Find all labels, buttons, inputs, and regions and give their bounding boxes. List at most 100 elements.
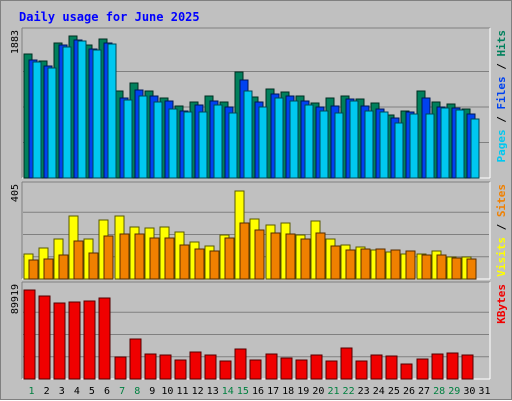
bar-pages-day-26 [409, 113, 419, 179]
day-label-25: 25 [388, 386, 400, 397]
panel-visits-sites: 405 Visits / Sites [10, 181, 508, 280]
bar-pages-day-12 [198, 111, 208, 179]
day-label-11: 11 [176, 386, 188, 397]
day-label-3: 3 [59, 386, 65, 397]
day-label-16: 16 [252, 386, 264, 397]
bar-kbytes-day-22 [340, 347, 353, 380]
bar-pages-day-2 [47, 67, 57, 179]
panel-legend: KBytes [495, 284, 508, 324]
day-label-15: 15 [237, 386, 249, 397]
day-label-2: 2 [44, 386, 50, 397]
day-label-6: 6 [104, 386, 110, 397]
bar-pages-day-7 [123, 99, 133, 179]
panel-pages-files-hits: 1883 Pages / Files / Hits [10, 27, 508, 179]
bar-kbytes-day-4 [68, 301, 81, 380]
legend-separator: / [495, 110, 508, 130]
bar-kbytes-day-14 [219, 360, 232, 380]
bar-kbytes-day-18 [280, 357, 293, 380]
bar-sites-day-10 [164, 237, 175, 280]
bar-kbytes-day-26 [400, 363, 413, 380]
bar-sites-day-8 [134, 233, 145, 280]
bar-sites-day-14 [224, 237, 235, 280]
bar-pages-day-8 [138, 95, 148, 179]
bar-kbytes-day-24 [370, 354, 383, 380]
bar-sites-day-24 [375, 248, 386, 280]
bar-pages-day-29 [455, 109, 465, 179]
bar-sites-day-9 [149, 237, 160, 280]
bar-kbytes-day-29 [446, 352, 459, 380]
legend-entry-hits: Hits [495, 30, 508, 57]
bar-pages-day-19 [304, 104, 314, 179]
legend-entry-files: Files [495, 76, 508, 109]
day-label-14: 14 [222, 386, 234, 397]
bar-kbytes-day-23 [355, 360, 368, 380]
legend-separator: / [495, 217, 508, 237]
bar-sites-day-7 [119, 233, 130, 280]
bar-sites-day-13 [209, 250, 220, 280]
bar-pages-day-23 [364, 110, 374, 179]
bar-pages-day-11 [183, 111, 193, 179]
bar-kbytes-day-10 [159, 354, 172, 380]
bar-pages-day-13 [213, 104, 223, 179]
bar-sites-day-18 [285, 233, 296, 280]
bar-sites-day-29 [451, 257, 462, 280]
day-label-4: 4 [74, 386, 80, 397]
bar-sites-day-26 [405, 250, 416, 280]
bar-pages-day-16 [258, 106, 268, 179]
bar-sites-day-21 [330, 245, 341, 280]
bar-kbytes-day-8 [129, 338, 142, 380]
day-label-24: 24 [373, 386, 385, 397]
bar-sites-day-3 [58, 254, 69, 280]
day-label-30: 30 [463, 386, 475, 397]
day-label-5: 5 [89, 386, 95, 397]
bar-kbytes-day-9 [144, 353, 157, 380]
day-label-23: 23 [358, 386, 370, 397]
bar-kbytes-day-7 [114, 356, 127, 380]
day-label-1: 1 [29, 386, 35, 397]
bar-sites-day-20 [315, 232, 326, 280]
bar-kbytes-day-20 [310, 354, 323, 380]
series-sites [28, 222, 477, 280]
bar-pages-day-10 [168, 108, 178, 179]
legend-entry-pages: Pages [495, 129, 508, 162]
bar-pages-day-28 [440, 107, 450, 179]
day-label-10: 10 [161, 386, 173, 397]
bar-sites-day-28 [436, 254, 447, 280]
bar-kbytes-day-6 [98, 297, 111, 380]
bar-kbytes-day-1 [23, 289, 36, 380]
bar-kbytes-day-27 [416, 358, 429, 380]
bar-pages-day-3 [62, 46, 72, 179]
bar-sites-day-17 [270, 232, 281, 280]
day-label-13: 13 [207, 386, 219, 397]
day-label-8: 8 [134, 386, 140, 397]
bar-pages-day-1 [32, 61, 42, 179]
legend-entry-sites: Sites [495, 184, 508, 217]
panel-legend: Visits / Sites [495, 184, 508, 277]
bar-pages-day-6 [107, 43, 117, 179]
bar-pages-day-5 [92, 49, 102, 179]
bar-sites-day-19 [300, 238, 311, 280]
bar-sites-day-25 [390, 249, 401, 280]
bar-kbytes-day-3 [53, 302, 66, 380]
bar-sites-day-11 [179, 244, 190, 280]
bar-pages-day-22 [349, 100, 359, 179]
day-label-29: 29 [448, 386, 460, 397]
bar-kbytes-day-11 [174, 359, 187, 380]
bar-pages-day-27 [425, 113, 435, 179]
day-label-7: 7 [119, 386, 125, 397]
bar-kbytes-day-5 [83, 300, 96, 380]
bar-sites-day-15 [239, 222, 250, 280]
bar-sites-day-4 [73, 240, 84, 280]
bar-pages-day-24 [379, 111, 389, 179]
bar-sites-day-16 [254, 229, 265, 280]
series-kbytes [23, 289, 474, 380]
legend-entry-kbytes: KBytes [495, 284, 508, 324]
bar-sites-day-1 [28, 259, 39, 280]
chart-title: Daily usage for June 2025 [19, 10, 200, 24]
bar-kbytes-day-13 [204, 354, 217, 380]
bar-pages-day-30 [470, 118, 480, 179]
bar-sites-day-27 [421, 254, 432, 280]
bar-pages-day-14 [228, 112, 238, 179]
day-label-26: 26 [403, 386, 415, 397]
